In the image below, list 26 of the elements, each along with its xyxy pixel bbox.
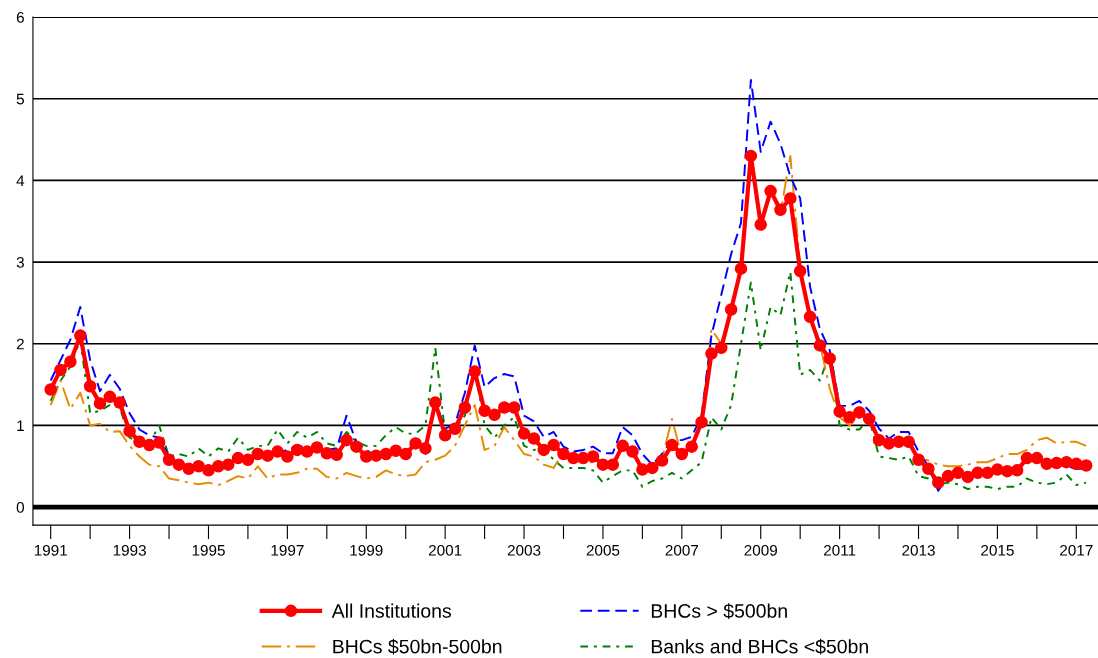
y-tick-label: 2 [16,338,24,350]
x-tick-label: 2011 [823,544,856,556]
x-tick-label: 2007 [665,544,699,556]
x-tick-label: 2017 [1060,544,1093,556]
legend-label: BHCs > $500bn [651,603,787,619]
x-tick-label: 2013 [902,544,935,556]
y-tick-label: 5 [16,93,24,105]
y-tick-label: 0 [16,501,25,513]
x-tick-label: 2003 [507,544,541,556]
y-tick-label: 4 [16,175,25,186]
x-tick-label: 1997 [271,544,304,556]
x-tick-label: 2015 [981,544,1014,556]
y-tick-label: 6 [16,11,24,23]
x-tick-label: 1991 [34,544,67,556]
legend-label: BHCs $50bn-500bn [333,638,502,655]
x-tick-label: 1993 [113,544,146,556]
x-tick-label: 1995 [192,544,225,556]
x-tick-label: 2001 [428,544,462,556]
y-tick-label: 1 [17,420,24,431]
line-series [49,270,1088,491]
y-tick-label: 3 [16,256,24,268]
x-tick-label: 2009 [744,544,777,556]
x-tick-label: 1999 [350,544,383,556]
legend-label: All Institutions [331,603,452,618]
legend-label: Banks and BHCs <$50bn [651,638,868,655]
x-tick-label: 2005 [586,544,620,556]
